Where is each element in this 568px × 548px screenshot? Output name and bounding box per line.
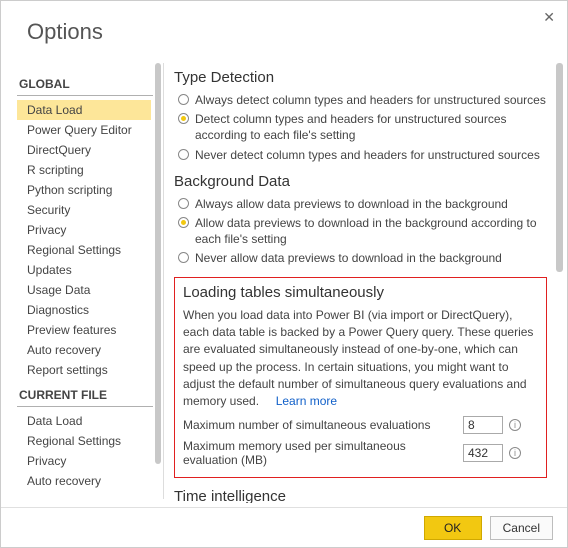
sidebar: GLOBAL Data Load Power Query Editor Dire… (1, 59, 163, 503)
background-data-option-never[interactable]: Never allow data previews to download in… (178, 250, 549, 266)
option-label: Always detect column types and headers f… (195, 92, 546, 108)
sidebar-item-updates[interactable]: Updates (17, 260, 151, 280)
sidebar-scrollbar-thumb[interactable] (155, 63, 161, 464)
section-background-data-title: Background Data (174, 173, 549, 190)
option-label: Always allow data previews to download i… (195, 196, 508, 212)
radio-icon[interactable] (178, 113, 189, 124)
sidebar-item-security[interactable]: Security (17, 200, 151, 220)
dialog-title: Options (1, 1, 567, 55)
cancel-button[interactable]: Cancel (490, 516, 553, 540)
nav-section-global: GLOBAL (17, 75, 153, 96)
radio-icon[interactable] (178, 217, 189, 228)
dialog-body: GLOBAL Data Load Power Query Editor Dire… (1, 59, 567, 503)
loading-tables-section: Loading tables simultaneously When you l… (174, 277, 547, 478)
description-text: When you load data into Power BI (via im… (183, 308, 533, 409)
sidebar-item-r-scripting[interactable]: R scripting (17, 160, 151, 180)
sidebar-item-diagnostics[interactable]: Diagnostics (17, 300, 151, 320)
option-label: Allow data previews to download in the b… (195, 215, 549, 247)
info-icon[interactable]: i (509, 419, 521, 431)
dialog-footer: OK Cancel (1, 507, 567, 547)
sidebar-item-cf-data-load[interactable]: Data Load (17, 411, 151, 431)
max-evaluations-label: Maximum number of simultaneous evaluatio… (183, 418, 463, 432)
option-label: Detect column types and headers for unst… (195, 111, 549, 143)
close-icon[interactable]: ✕ (543, 9, 555, 26)
radio-icon[interactable] (178, 94, 189, 105)
sidebar-item-auto-recovery[interactable]: Auto recovery (17, 340, 151, 360)
options-dialog: ✕ Options GLOBAL Data Load Power Query E… (0, 0, 568, 548)
max-memory-label: Maximum memory used per simultaneous eva… (183, 439, 463, 467)
type-detection-option-per-file[interactable]: Detect column types and headers for unst… (178, 111, 549, 143)
sidebar-item-report-settings[interactable]: Report settings (17, 360, 151, 380)
sidebar-item-cf-privacy[interactable]: Privacy (17, 451, 151, 471)
sidebar-item-cf-regional-settings[interactable]: Regional Settings (17, 431, 151, 451)
ok-button[interactable]: OK (424, 516, 482, 540)
content-pane: Type Detection Always detect column type… (164, 59, 567, 503)
section-type-detection-title: Type Detection (174, 69, 549, 86)
section-loading-tables-title: Loading tables simultaneously (183, 284, 538, 301)
learn-more-link[interactable]: Learn more (276, 394, 337, 408)
sidebar-scrollbar[interactable] (155, 63, 161, 499)
content-scrollbar-thumb[interactable] (556, 63, 563, 272)
info-icon[interactable]: i (509, 447, 521, 459)
background-data-option-always[interactable]: Always allow data previews to download i… (178, 196, 549, 212)
option-label: Never allow data previews to download in… (195, 250, 502, 266)
radio-icon[interactable] (178, 198, 189, 209)
sidebar-item-privacy[interactable]: Privacy (17, 220, 151, 240)
content-scrollbar[interactable] (556, 63, 563, 499)
section-time-intelligence-title: Time intelligence (174, 488, 549, 503)
sidebar-item-python-scripting[interactable]: Python scripting (17, 180, 151, 200)
sidebar-item-usage-data[interactable]: Usage Data (17, 280, 151, 300)
type-detection-option-always[interactable]: Always detect column types and headers f… (178, 92, 549, 108)
sidebar-item-regional-settings[interactable]: Regional Settings (17, 240, 151, 260)
loading-tables-description: When you load data into Power BI (via im… (183, 307, 538, 411)
nav-section-current-file: CURRENT FILE (17, 386, 153, 407)
option-label: Never detect column types and headers fo… (195, 147, 540, 163)
sidebar-item-preview-features[interactable]: Preview features (17, 320, 151, 340)
max-memory-input[interactable] (463, 444, 503, 462)
radio-icon[interactable] (178, 149, 189, 160)
sidebar-item-directquery[interactable]: DirectQuery (17, 140, 151, 160)
max-evaluations-input[interactable] (463, 416, 503, 434)
sidebar-item-data-load[interactable]: Data Load (17, 100, 151, 120)
radio-icon[interactable] (178, 252, 189, 263)
type-detection-option-never[interactable]: Never detect column types and headers fo… (178, 147, 549, 163)
sidebar-item-power-query-editor[interactable]: Power Query Editor (17, 120, 151, 140)
sidebar-item-cf-auto-recovery[interactable]: Auto recovery (17, 471, 151, 491)
background-data-option-per-file[interactable]: Allow data previews to download in the b… (178, 215, 549, 247)
